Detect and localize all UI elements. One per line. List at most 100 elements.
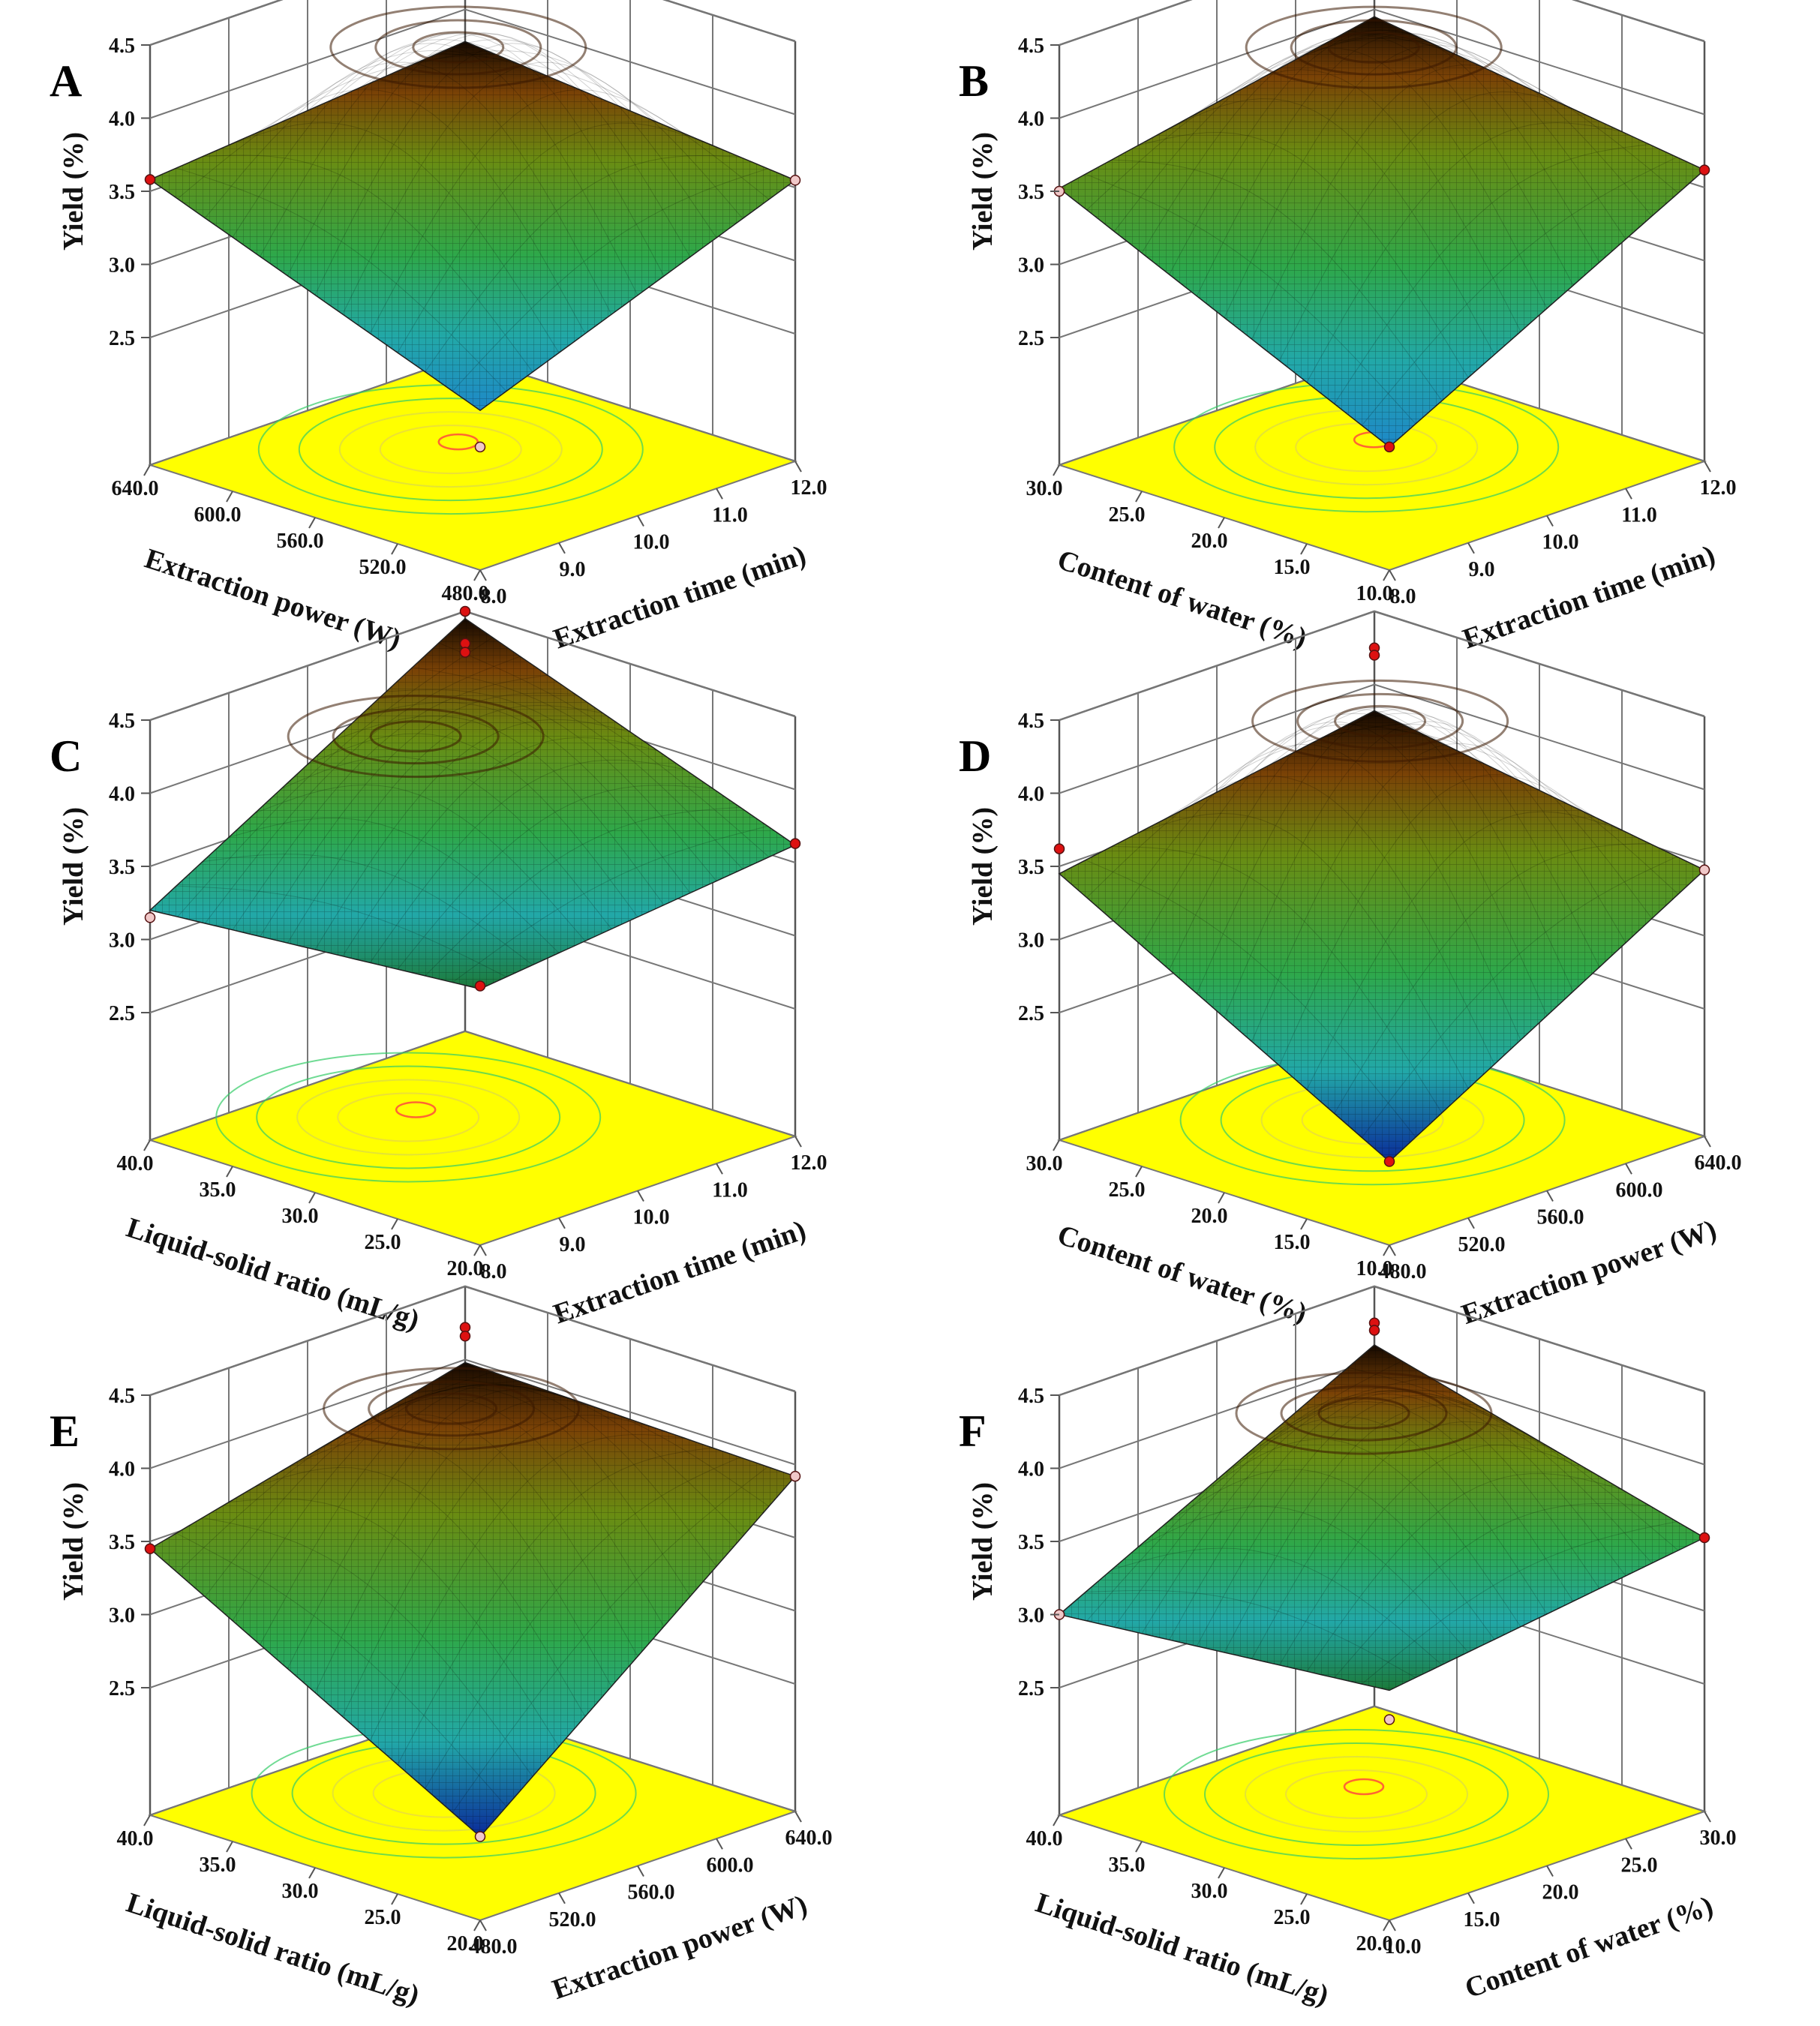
y-tick-label: 600.0 bbox=[194, 503, 242, 527]
contour-line bbox=[256, 1065, 561, 1169]
x-tick-label: 10.0 bbox=[633, 531, 670, 554]
z-axis-label: Yield (%) bbox=[967, 132, 999, 251]
mesh-line bbox=[177, 1371, 493, 1574]
mesh-line bbox=[1169, 1391, 1485, 1640]
contour-line bbox=[338, 411, 563, 488]
mesh-line bbox=[452, 825, 768, 983]
y-tick bbox=[473, 1919, 481, 1931]
mesh-line bbox=[307, 1413, 638, 1657]
panel-letter: B bbox=[959, 56, 989, 106]
wall-grid bbox=[1059, 8, 1705, 119]
mesh-line bbox=[204, 656, 521, 924]
surface-ring bbox=[1280, 1385, 1448, 1442]
mesh-line bbox=[1224, 1404, 1540, 1653]
contour-line bbox=[215, 1052, 602, 1183]
z-tick-label: 3.0 bbox=[109, 254, 135, 278]
x-axis-label: Extraction time (min) bbox=[1459, 539, 1719, 655]
contour-peak bbox=[1343, 1778, 1385, 1796]
x-tick-label: 600.0 bbox=[1616, 1178, 1663, 1202]
z-tick-label: 3.0 bbox=[1018, 254, 1044, 278]
y-tick bbox=[391, 1893, 398, 1905]
mesh-line bbox=[260, 692, 575, 937]
design-point bbox=[1368, 1325, 1380, 1336]
y-tick-label: 30.0 bbox=[1026, 477, 1063, 500]
mesh-line bbox=[1242, 709, 1574, 992]
wall-grid bbox=[1059, 683, 1705, 794]
mesh-line bbox=[425, 1457, 740, 1789]
mesh-line bbox=[1216, 47, 1548, 309]
x-axis-label: Extraction power (W) bbox=[1458, 1214, 1720, 1331]
x-tick-label: 480.0 bbox=[470, 1935, 518, 1958]
panel-F: 2.5 3.0 3.5 4.0 4.5 Yield (%) 10.0 15.0 20.0 25.0… bbox=[959, 1285, 1737, 2012]
mesh-line bbox=[1216, 722, 1548, 1016]
y-axis-label: Content of water (%) bbox=[1053, 1219, 1311, 1329]
z-tick-label: 4.5 bbox=[109, 1385, 135, 1408]
design-point bbox=[459, 605, 471, 617]
mesh-line bbox=[228, 1498, 560, 1747]
mesh-line bbox=[1362, 1521, 1677, 1685]
mesh-line bbox=[1113, 38, 1430, 232]
mesh-line bbox=[202, 1517, 533, 1777]
y-tick-label: 40.0 bbox=[117, 1827, 154, 1850]
z-tick-label: 2.5 bbox=[1018, 1002, 1044, 1025]
contour-peak bbox=[437, 433, 479, 451]
mesh-line bbox=[438, 1377, 770, 1507]
y-tick-label: 30.0 bbox=[1026, 1152, 1063, 1175]
mesh-line bbox=[1113, 724, 1430, 922]
mesh-line bbox=[1306, 122, 1623, 383]
mesh-line bbox=[1295, 713, 1626, 944]
contour-peak bbox=[395, 1101, 437, 1118]
mesh-line bbox=[1086, 29, 1402, 211]
wall-grid bbox=[149, 1285, 796, 1396]
surface-mesh bbox=[1059, 17, 1704, 447]
y-tick bbox=[308, 1867, 316, 1879]
y-tick bbox=[1135, 491, 1143, 503]
mesh-line bbox=[1347, 30, 1679, 194]
mesh-line bbox=[425, 155, 740, 373]
mesh-line bbox=[1111, 1547, 1443, 1665]
y-tick-label: 480.0 bbox=[442, 582, 489, 605]
mesh-line bbox=[333, 715, 665, 905]
x-tick bbox=[1625, 1163, 1632, 1175]
y-tick-label: 520.0 bbox=[359, 556, 407, 579]
mesh-line bbox=[176, 167, 507, 392]
y-tick-label: 35.0 bbox=[200, 1853, 236, 1877]
mesh-line bbox=[1086, 1360, 1402, 1622]
y-tick-label: 25.0 bbox=[1109, 503, 1146, 527]
contour-line bbox=[337, 1092, 480, 1142]
z-tick-label: 2.5 bbox=[109, 1002, 135, 1025]
z-tick-label: 4.0 bbox=[109, 1458, 135, 1481]
mesh-line bbox=[333, 1397, 665, 1627]
x-tick-label: 520.0 bbox=[1458, 1233, 1506, 1256]
y-tick bbox=[1218, 517, 1225, 529]
mesh-line bbox=[1269, 707, 1600, 968]
mesh-line bbox=[425, 806, 740, 977]
y-tick-label: 25.0 bbox=[1109, 1178, 1146, 1202]
mesh-line bbox=[452, 168, 768, 392]
z-tick-label: 3.0 bbox=[1018, 929, 1044, 953]
x-tick-label: 9.0 bbox=[560, 1233, 586, 1256]
z-axis: 2.5 3.0 3.5 4.0 4.5 Yield (%) bbox=[967, 1385, 1059, 1700]
floor-plane bbox=[1056, 1705, 1707, 1922]
mesh-line bbox=[1111, 846, 1443, 1113]
y-tick bbox=[473, 1244, 481, 1256]
mesh-line bbox=[314, 719, 631, 950]
mesh-line bbox=[1278, 91, 1595, 362]
y-tick bbox=[143, 1139, 151, 1151]
mesh-line bbox=[307, 733, 638, 917]
y-tick-label: 560.0 bbox=[277, 530, 324, 553]
response-surface bbox=[1058, 5, 1706, 448]
x-tick bbox=[794, 1136, 802, 1148]
z-tick-label: 2.5 bbox=[109, 327, 135, 350]
z-tick-label: 2.5 bbox=[109, 1677, 135, 1700]
panel-D: 2.5 3.0 3.5 4.0 4.5 Yield (%) 480.0 520.0 560.0 6… bbox=[959, 610, 1742, 1331]
y-tick bbox=[143, 1814, 151, 1826]
surface-ring bbox=[329, 5, 587, 89]
mesh-line bbox=[1321, 1387, 1653, 1564]
z-tick-label: 4.5 bbox=[109, 35, 135, 58]
mesh-line bbox=[1347, 724, 1679, 895]
mesh-line bbox=[287, 704, 603, 944]
mesh-line bbox=[1306, 1472, 1623, 1672]
mesh-line bbox=[204, 1381, 521, 1598]
